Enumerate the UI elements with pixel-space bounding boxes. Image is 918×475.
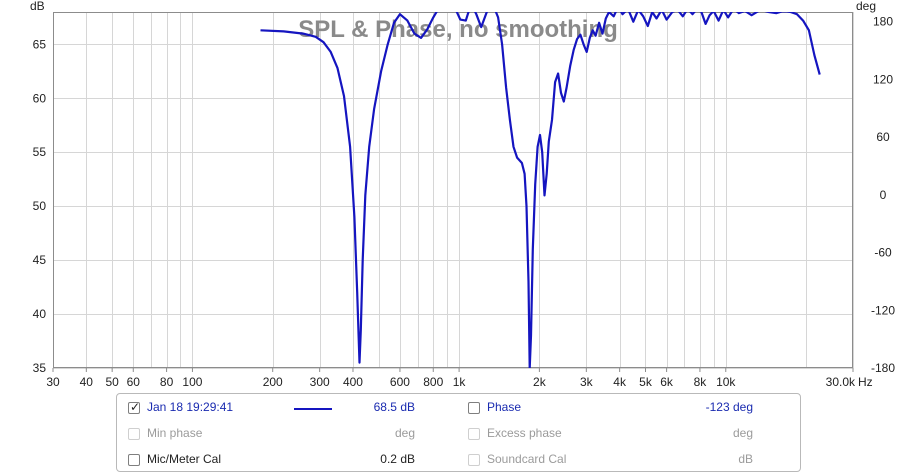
legend-row-calibration: Mic/Meter Cal 0.2 dB Soundcard Cal dB (117, 449, 800, 471)
y-tick-label: 55 (33, 145, 47, 159)
x-tick-label: 40 (80, 375, 94, 389)
x-tick-label: 30 (46, 375, 60, 389)
x-axis-unit-label: Hz (858, 375, 873, 389)
y-tick-label: 35 (33, 361, 47, 375)
x-tick-label: 50 (105, 375, 119, 389)
soundcard-cal-checkbox[interactable] (468, 454, 480, 466)
min-phase-label: Min phase (147, 426, 203, 440)
horizontal-gridlines (53, 44, 853, 369)
y2-tick-label: 0 (880, 188, 887, 202)
y2-tick-label: 180 (873, 15, 893, 29)
y2-tick-label: -60 (874, 246, 892, 260)
x-tick-label: 4k (613, 375, 627, 389)
plot-area (53, 12, 853, 368)
excess-phase-label: Excess phase (487, 426, 562, 440)
legend-row-measurement: ✓ Jan 18 19:29:41 68.5 dB Phase -123 deg (117, 397, 800, 419)
measurement-checkbox[interactable]: ✓ (128, 400, 141, 414)
mic-meter-cal-checkbox[interactable] (128, 454, 140, 466)
y-tick-label: 50 (33, 199, 47, 213)
y-axis-right-label: deg (856, 0, 876, 13)
y-axis-left-label: dB (30, 0, 45, 13)
y-tick-label: 65 (33, 37, 47, 51)
measurement-label: Jan 18 19:29:41 (147, 400, 234, 414)
chart-title: SPL & Phase, no smoothing (298, 16, 618, 43)
series-layer (260, 12, 821, 368)
x-tick-label: 200 (263, 375, 283, 389)
y2-tick-label: -120 (871, 303, 895, 317)
checkmark-icon: ✓ (130, 400, 141, 414)
x-tick-label: 10k (716, 375, 736, 389)
phase-value: -123 deg (705, 400, 753, 414)
spl-series-line (260, 12, 821, 368)
soundcard-cal-label: Soundcard Cal (487, 452, 567, 466)
y2-tick-label: 120 (873, 72, 893, 86)
x-tick-label: 3k (580, 375, 594, 389)
min-phase-checkbox[interactable] (128, 428, 140, 440)
x-tick-label: 2k (533, 375, 547, 389)
y-axis-left-ticks: 35 40 45 50 55 60 65 (33, 37, 47, 375)
y-axis-right-ticks: -180 -120 -60 0 60 120 180 (871, 15, 895, 375)
legend-panel: ✓ Jan 18 19:29:41 68.5 dB Phase -123 deg… (116, 393, 801, 472)
x-tick-label: 6k (660, 375, 674, 389)
x-tick-label: 5k (639, 375, 653, 389)
soundcard-cal-value: dB (738, 452, 753, 466)
measurement-value: 68.5 dB (373, 400, 415, 414)
mic-meter-cal-value: 0.2 dB (380, 452, 415, 466)
plot-frame (53, 12, 853, 368)
y-tick-label: 60 (33, 91, 47, 105)
x-tick-label: 400 (343, 375, 363, 389)
x-tick-label: 300 (310, 375, 330, 389)
x-tick-label: 30.0k (826, 375, 856, 389)
spl-phase-chart: SPL & Phase, no smoothing 30 40 50 60 80 100 2… (30, 0, 895, 389)
phase-checkbox[interactable] (468, 402, 480, 414)
excess-phase-value: deg (732, 426, 753, 440)
x-tick-label: 100 (182, 375, 202, 389)
x-tick-label: 600 (390, 375, 410, 389)
excess-phase-checkbox[interactable] (468, 428, 480, 440)
x-tick-label: 8k (694, 375, 708, 389)
x-tick-label: 800 (423, 375, 443, 389)
y-tick-label: 45 (33, 253, 47, 267)
x-axis-ticks: 30 40 50 60 80 100 200 300 400 600 800 1k 2k 3k 4k 5k 6k… (46, 368, 856, 389)
measurement-color-swatch (294, 408, 332, 410)
y2-tick-label: 60 (876, 130, 890, 144)
y2-tick-label: -180 (871, 361, 895, 375)
phase-label: Phase (487, 400, 522, 414)
mic-meter-cal-label: Mic/Meter Cal (147, 452, 222, 466)
x-tick-label: 60 (127, 375, 141, 389)
y-tick-label: 40 (33, 307, 47, 321)
min-phase-value: deg (394, 426, 415, 440)
x-tick-label: 1k (453, 375, 467, 389)
x-tick-label: 80 (160, 375, 174, 389)
legend-row-min-phase: Min phase deg Excess phase deg (117, 423, 800, 445)
